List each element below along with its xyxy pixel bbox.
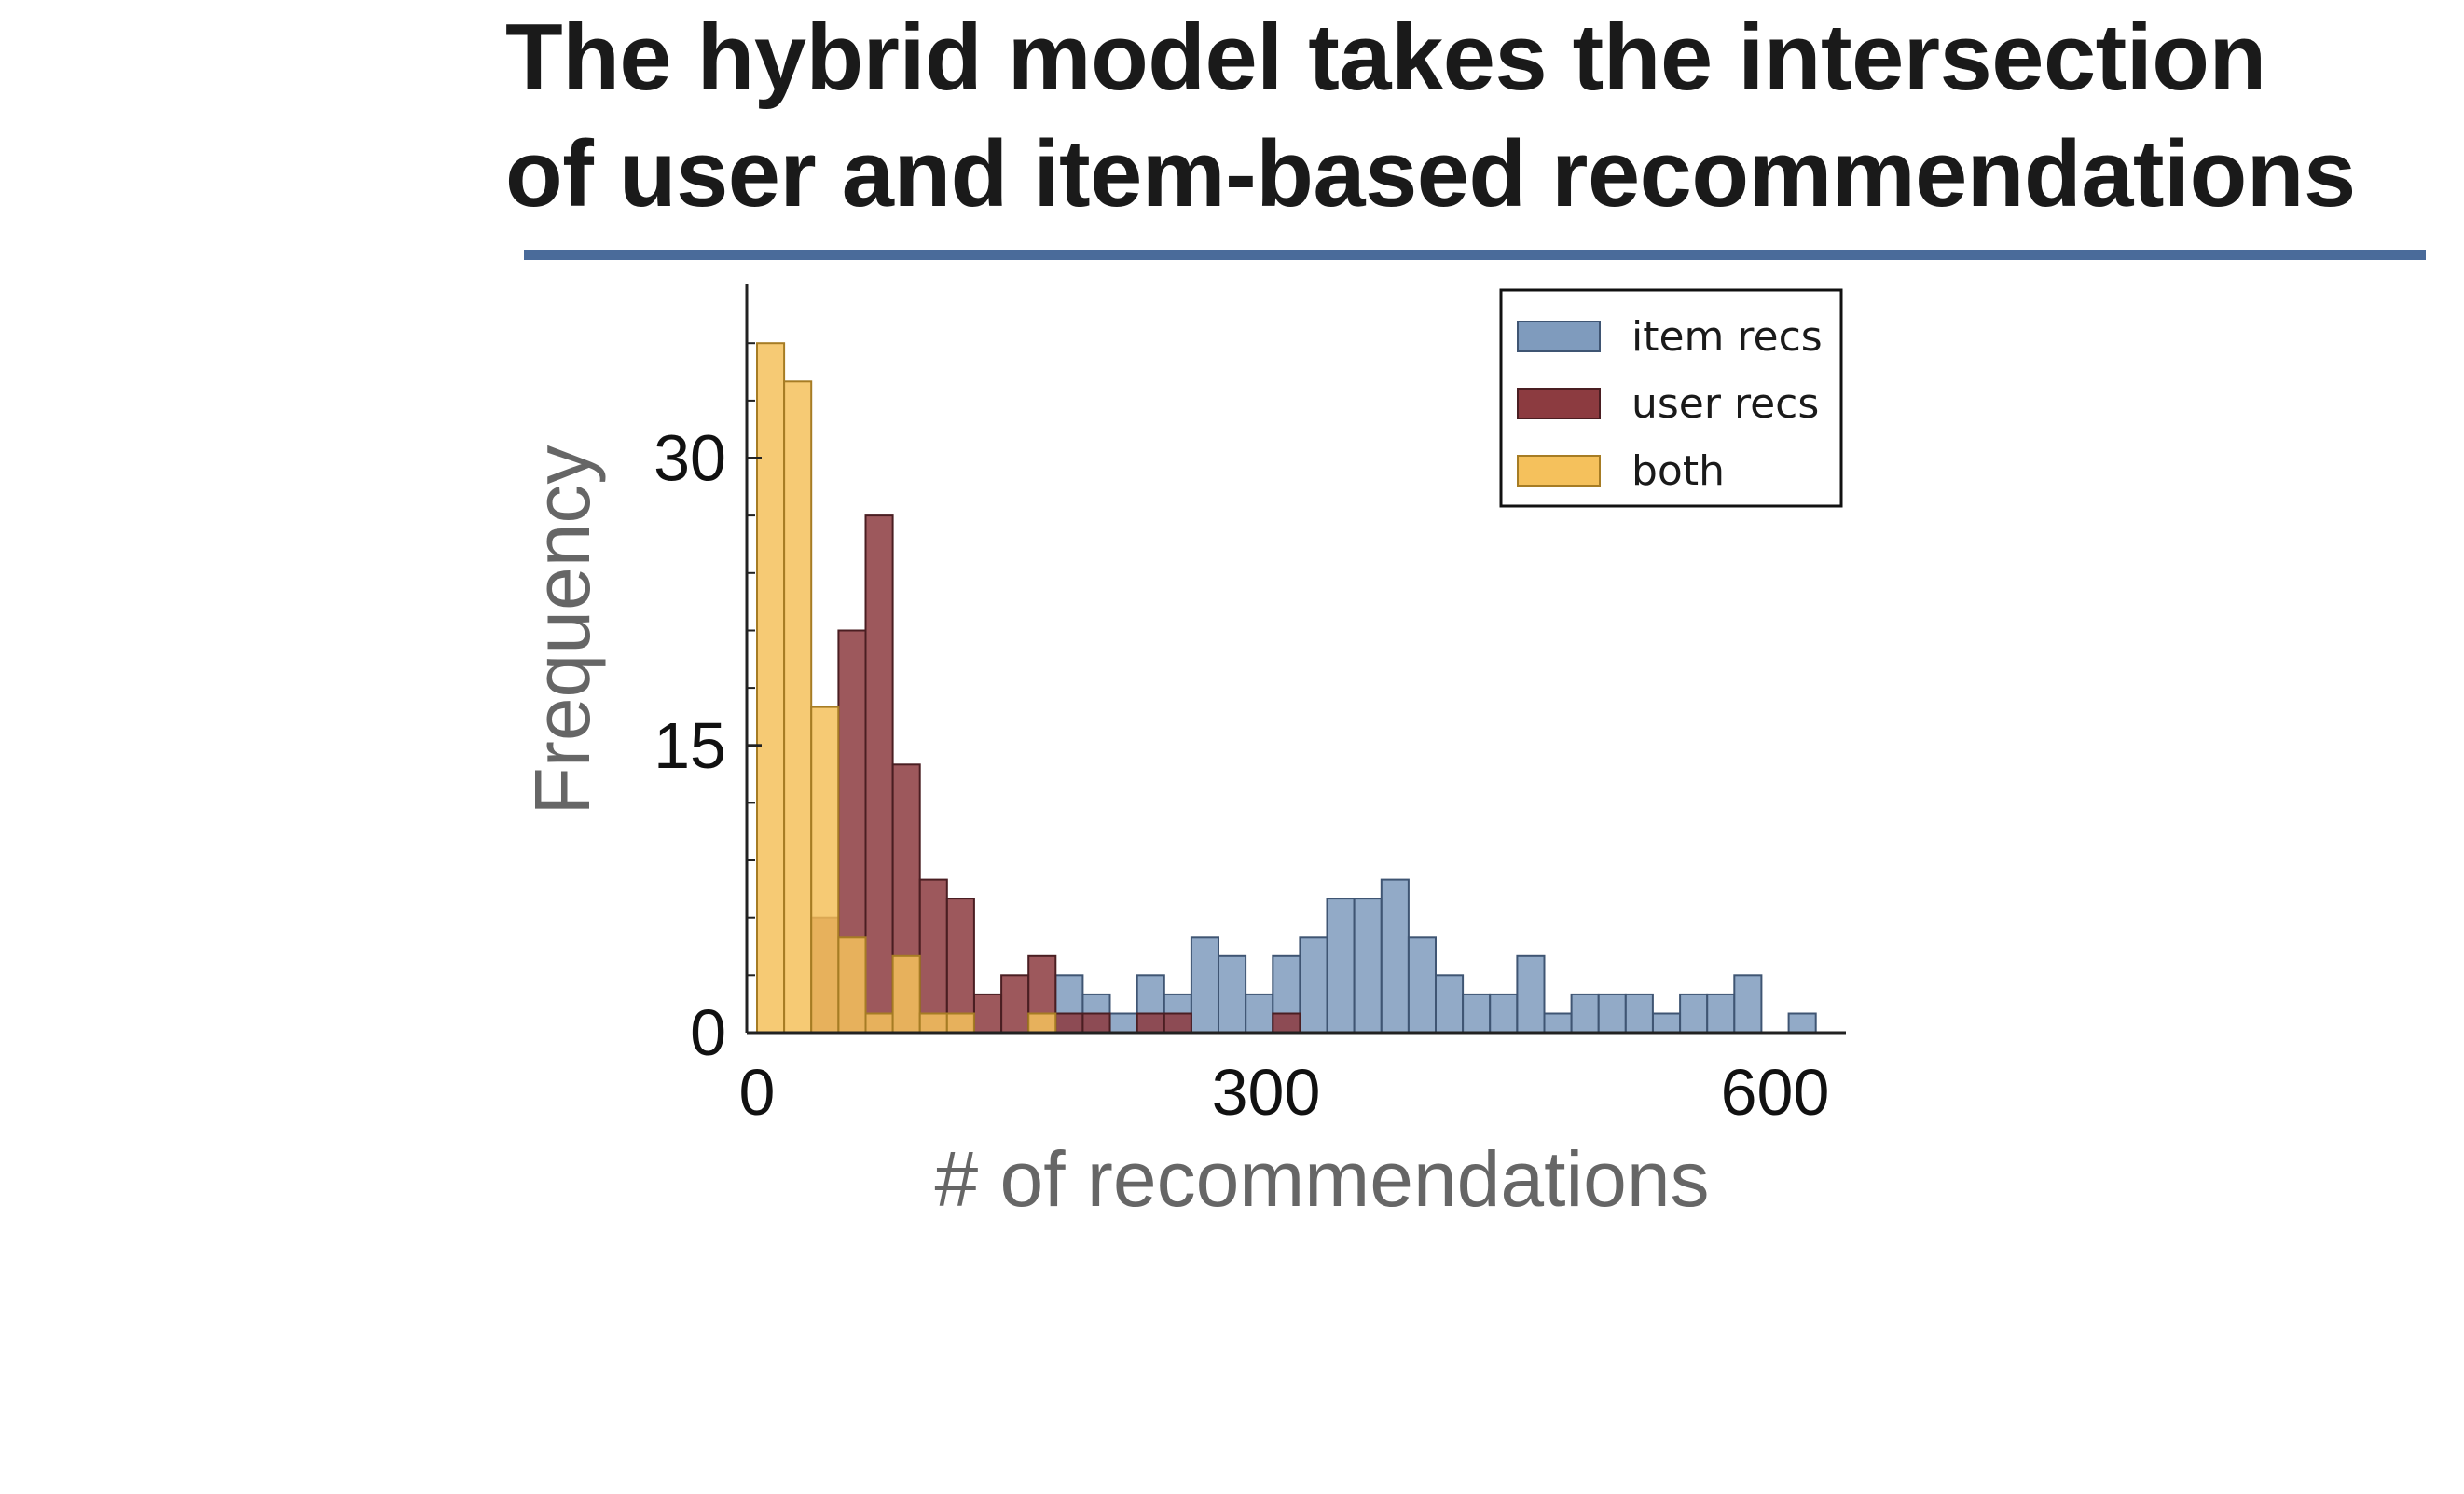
bar-user-recs-11 — [1136, 1012, 1165, 1034]
legend-label-item-recs: item recs — [1631, 313, 1823, 361]
legend-swatch-both — [1517, 455, 1601, 487]
bar-item-recs-21 — [1624, 993, 1654, 1035]
legend-label-both: both — [1631, 447, 1725, 495]
axes-layer — [745, 284, 1846, 1035]
bar-item-recs-6 — [1218, 954, 1247, 1035]
bar-item-recs-5 — [1190, 936, 1220, 1035]
bar-user-recs-4 — [918, 878, 948, 1034]
bar-item-recs-23 — [1679, 993, 1709, 1035]
x-tick-label-1: 300 — [1212, 1056, 1321, 1129]
bar-item-recs-13 — [1407, 936, 1438, 1035]
slide-title: The hybrid model takes the intersection … — [505, 0, 2444, 233]
bar-both-4 — [864, 1012, 894, 1034]
title-rule — [524, 250, 2426, 260]
bar-item-recs-15 — [1462, 993, 1492, 1035]
bar-both-2 — [810, 706, 840, 1034]
bar-item-recs-17 — [1516, 954, 1546, 1035]
bar-item-recs-16 — [1489, 993, 1519, 1035]
legend-swatch-user-recs — [1517, 388, 1601, 419]
legend-items: item recs user recs both — [1517, 313, 1823, 495]
x-tick-label-2: 600 — [1721, 1056, 1830, 1129]
slide-title-line-2: of user and item-based recommendations — [505, 122, 2356, 226]
y-axis-title: Frequency — [518, 445, 606, 816]
bar-both-3 — [837, 936, 867, 1035]
bar-item-recs-11 — [1353, 898, 1383, 1034]
bar-item-recs-14 — [1435, 974, 1465, 1035]
bar-user-recs-6 — [973, 993, 1003, 1035]
bar-user-recs-2 — [864, 514, 894, 1034]
chart-legend: item recs user recs both — [1499, 288, 1843, 508]
bar-both-1 — [783, 380, 813, 1034]
bar-item-recs-25 — [1733, 974, 1763, 1035]
bar-item-recs-20 — [1597, 993, 1627, 1035]
bar-item-recs-2 — [1108, 1012, 1138, 1034]
bar-item-recs-26 — [1787, 1012, 1817, 1034]
legend-swatch-item-recs — [1517, 321, 1601, 352]
bar-user-recs-7 — [1000, 974, 1030, 1035]
bar-user-recs-5 — [945, 898, 975, 1034]
bar-item-recs-12 — [1380, 878, 1410, 1034]
bars-layer — [756, 342, 1817, 1035]
bar-both-8 — [1027, 1012, 1057, 1034]
y-tick-label-1: 15 — [654, 709, 726, 782]
bar-both-6 — [918, 1012, 948, 1034]
bar-both-0 — [756, 342, 786, 1034]
legend-label-user-recs: user recs — [1631, 380, 1819, 428]
bar-both-5 — [891, 954, 921, 1035]
slide-title-line-1: The hybrid model takes the intersection — [505, 6, 2266, 110]
y-tick-label-2: 30 — [654, 422, 726, 495]
bar-item-recs-24 — [1706, 993, 1736, 1035]
bar-item-recs-10 — [1326, 898, 1356, 1034]
bar-item-recs-9 — [1299, 936, 1328, 1035]
x-tick-label-0: 0 — [739, 1056, 776, 1129]
y-tick-label-0: 0 — [690, 996, 726, 1069]
bar-user-recs-12 — [1163, 1012, 1192, 1034]
bar-item-recs-22 — [1652, 1012, 1682, 1034]
x-axis-title: # of recommendations — [934, 1135, 1709, 1223]
bar-item-recs-7 — [1245, 993, 1274, 1035]
bar-item-recs-19 — [1570, 993, 1600, 1035]
bar-item-recs-18 — [1543, 1012, 1573, 1034]
bar-user-recs-13 — [1272, 1012, 1301, 1034]
bar-user-recs-10 — [1081, 1012, 1111, 1034]
bar-user-recs-9 — [1054, 1012, 1084, 1034]
bar-both-7 — [945, 1012, 975, 1034]
